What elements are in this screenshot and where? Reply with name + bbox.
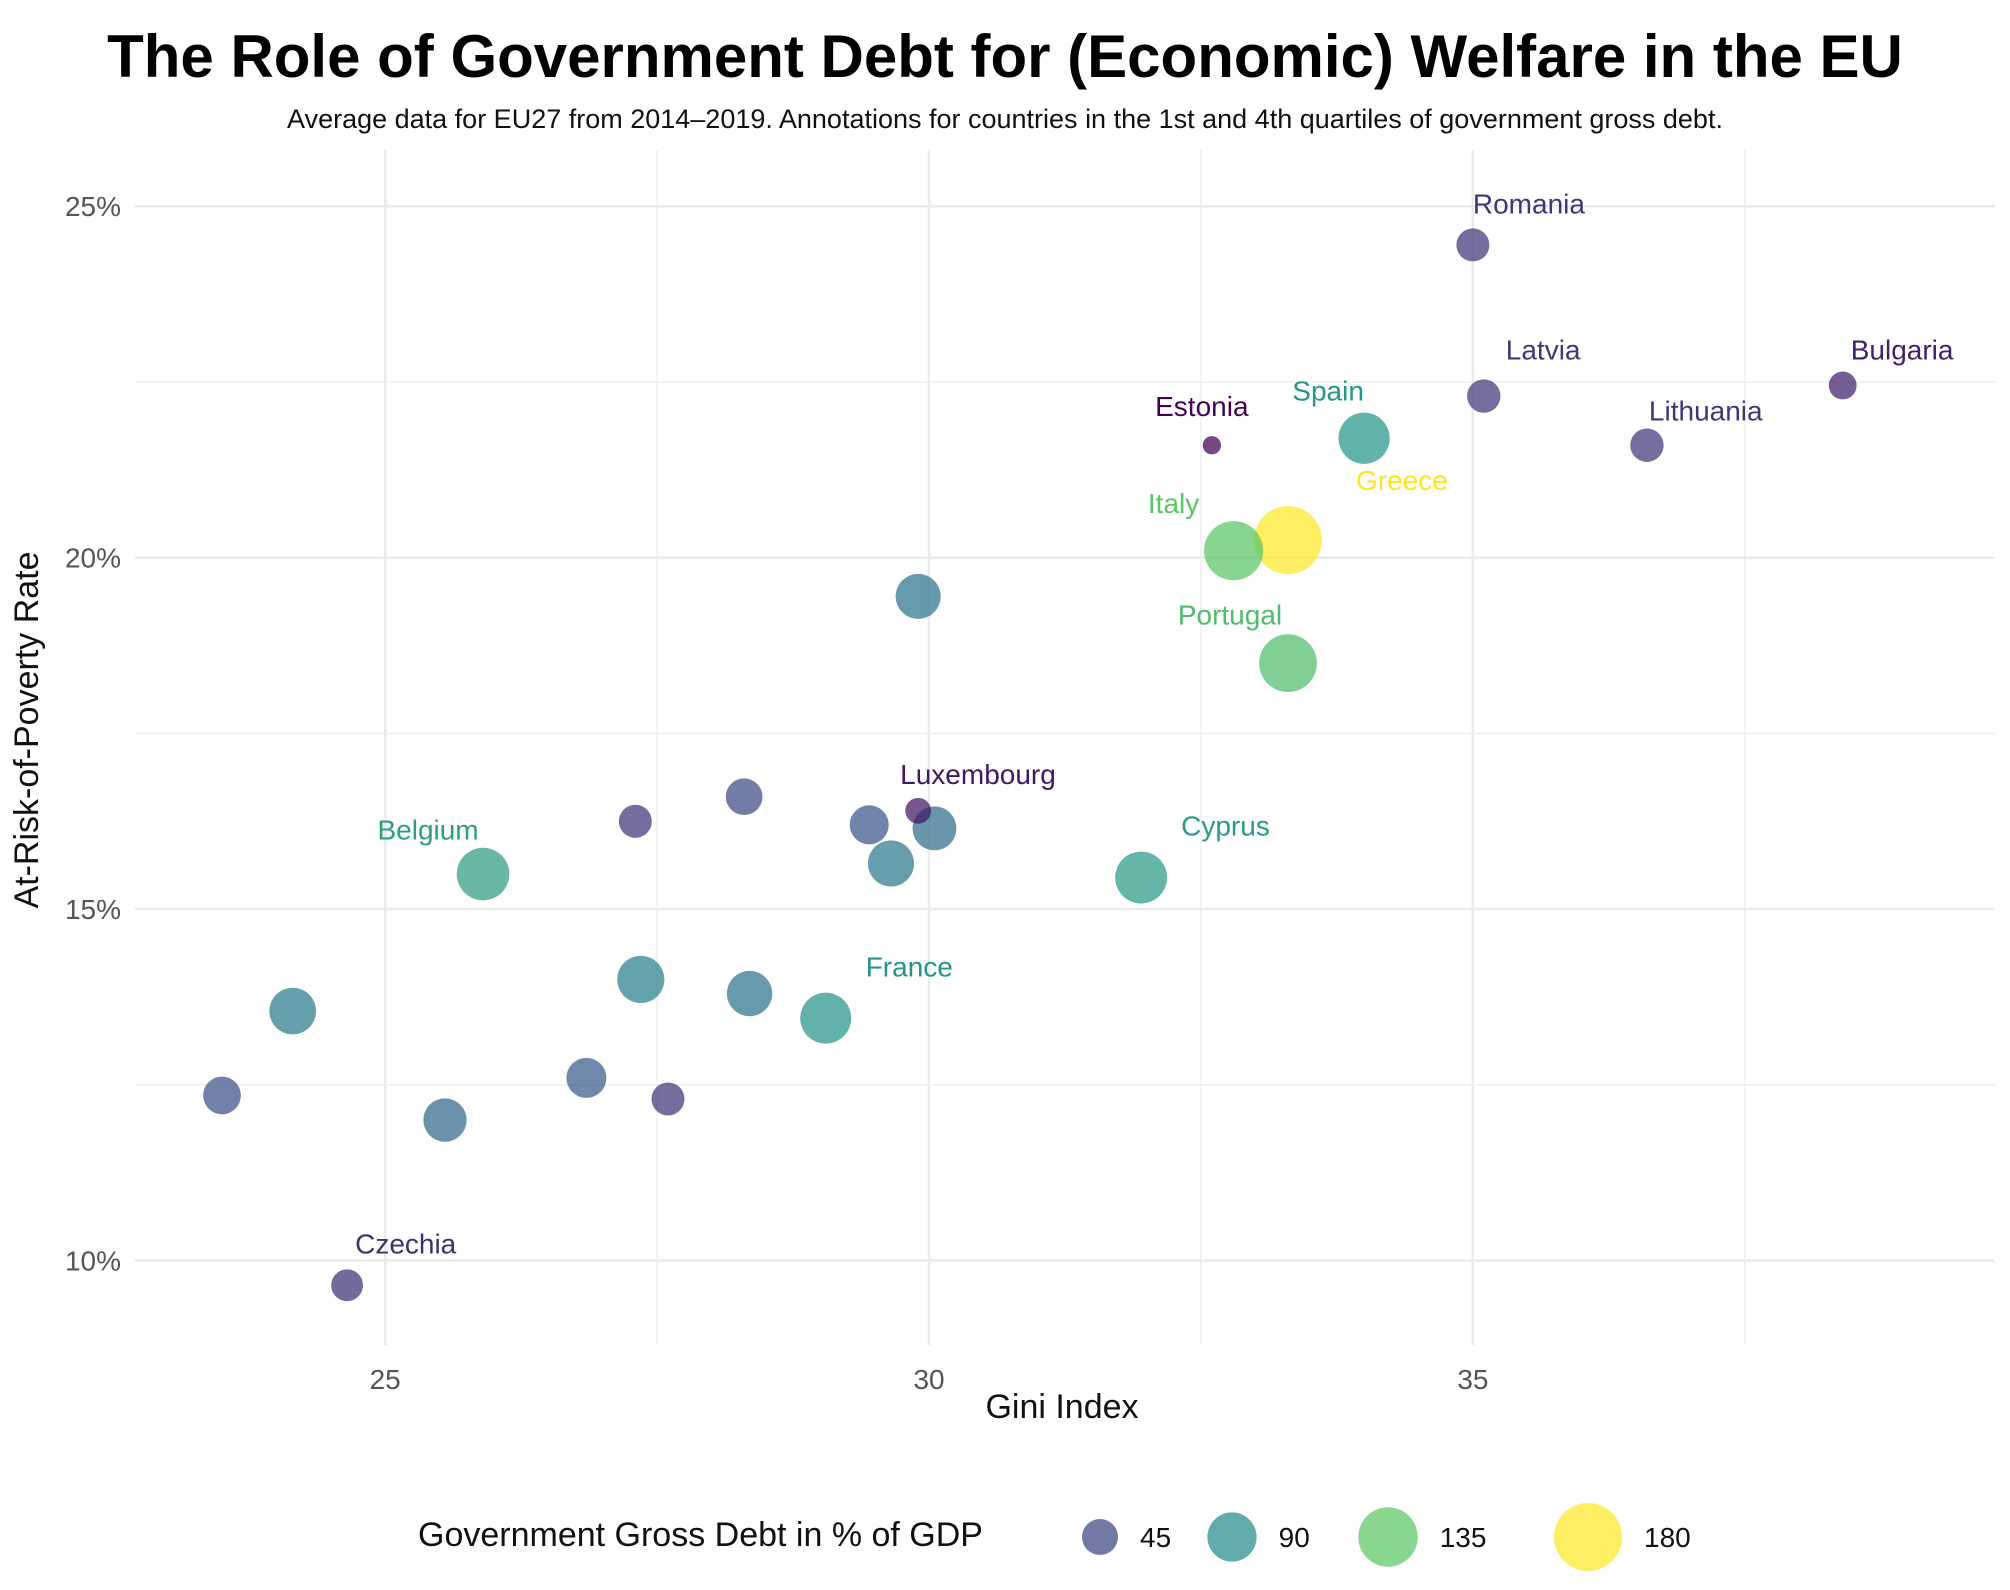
annotation-cyprus: Cyprus: [1181, 811, 1270, 842]
annotation-italy: Italy: [1148, 488, 1199, 519]
legend-swatch: [1207, 1512, 1257, 1562]
annotation-belgium: Belgium: [377, 815, 478, 846]
data-point: [905, 797, 932, 824]
legend-title: Government Gross Debt in % of GDP: [418, 1516, 983, 1554]
data-point: [1456, 228, 1490, 262]
x-tick-label: 25: [370, 1364, 401, 1395]
data-point: [1467, 379, 1501, 413]
data-point: [617, 955, 665, 1004]
data-point: [1115, 851, 1168, 904]
axis-ticks: 25 30 35 10% 15% 20% 25%: [65, 191, 1489, 1395]
data-point: [651, 1082, 685, 1116]
y-tick-label: 20%: [65, 543, 121, 574]
data-points: [203, 228, 1857, 1302]
data-point: [618, 804, 652, 838]
data-point: [423, 1098, 467, 1142]
x-axis-title: Gini Index: [985, 1388, 1138, 1426]
data-point: [1253, 506, 1322, 575]
point-annotations: Romania Latvia Bulgaria Lithuania Estonia Spa…: [355, 188, 1954, 1259]
annotation-estonia: Estonia: [1155, 391, 1249, 422]
legend-swatch: [1554, 1503, 1622, 1571]
annotation-france: France: [866, 952, 953, 983]
data-point: [331, 1269, 364, 1302]
annotation-bulgaria: Bulgaria: [1851, 335, 1954, 366]
y-tick-label: 15%: [65, 894, 121, 925]
data-point: [1203, 521, 1264, 581]
legend-label: 180: [1644, 1522, 1691, 1553]
data-point: [726, 970, 773, 1017]
y-axis-title: At-Risk-of-Poverty Rate: [8, 551, 46, 908]
annotation-czechia: Czechia: [355, 1228, 457, 1259]
data-point: [566, 1057, 607, 1098]
annotation-portugal: Portugal: [1178, 599, 1282, 630]
x-tick-label: 35: [1457, 1364, 1488, 1395]
size-legend: Government Gross Debt in % of GDP 45 90 13…: [418, 1503, 1691, 1571]
y-tick-label: 25%: [65, 191, 121, 222]
annotation-luxembourg: Luxembourg: [900, 759, 1056, 790]
annotation-latvia: Latvia: [1506, 334, 1581, 365]
x-tick-label: 30: [913, 1364, 944, 1395]
grid-lines: [135, 150, 1995, 1345]
data-point: [1828, 371, 1857, 400]
annotation-romania: Romania: [1473, 188, 1585, 219]
data-point: [1338, 412, 1390, 464]
legend-swatch: [1082, 1519, 1118, 1555]
legend-label: 90: [1279, 1522, 1310, 1553]
legend-label: 45: [1140, 1522, 1171, 1553]
chart-subtitle: Average data for EU27 from 2014–2019. An…: [287, 104, 1723, 134]
data-point: [725, 778, 763, 816]
data-point: [895, 573, 941, 619]
data-point: [203, 1076, 241, 1115]
data-point: [800, 992, 852, 1044]
data-point: [849, 805, 889, 845]
data-point: [269, 987, 317, 1035]
y-tick-label: 10%: [65, 1246, 121, 1277]
chart-title: The Role of Government Debt for (Economi…: [107, 23, 1903, 90]
data-point: [867, 840, 915, 887]
legend-swatch: [1358, 1507, 1418, 1567]
annotation-spain: Spain: [1292, 376, 1364, 407]
data-point: [1202, 436, 1221, 455]
data-point: [1259, 634, 1317, 693]
data-point: [456, 847, 510, 901]
legend-label: 135: [1440, 1522, 1487, 1553]
annotation-greece: Greece: [1356, 465, 1448, 496]
annotation-lithuania: Lithuania: [1649, 396, 1763, 427]
data-point: [1630, 428, 1664, 462]
